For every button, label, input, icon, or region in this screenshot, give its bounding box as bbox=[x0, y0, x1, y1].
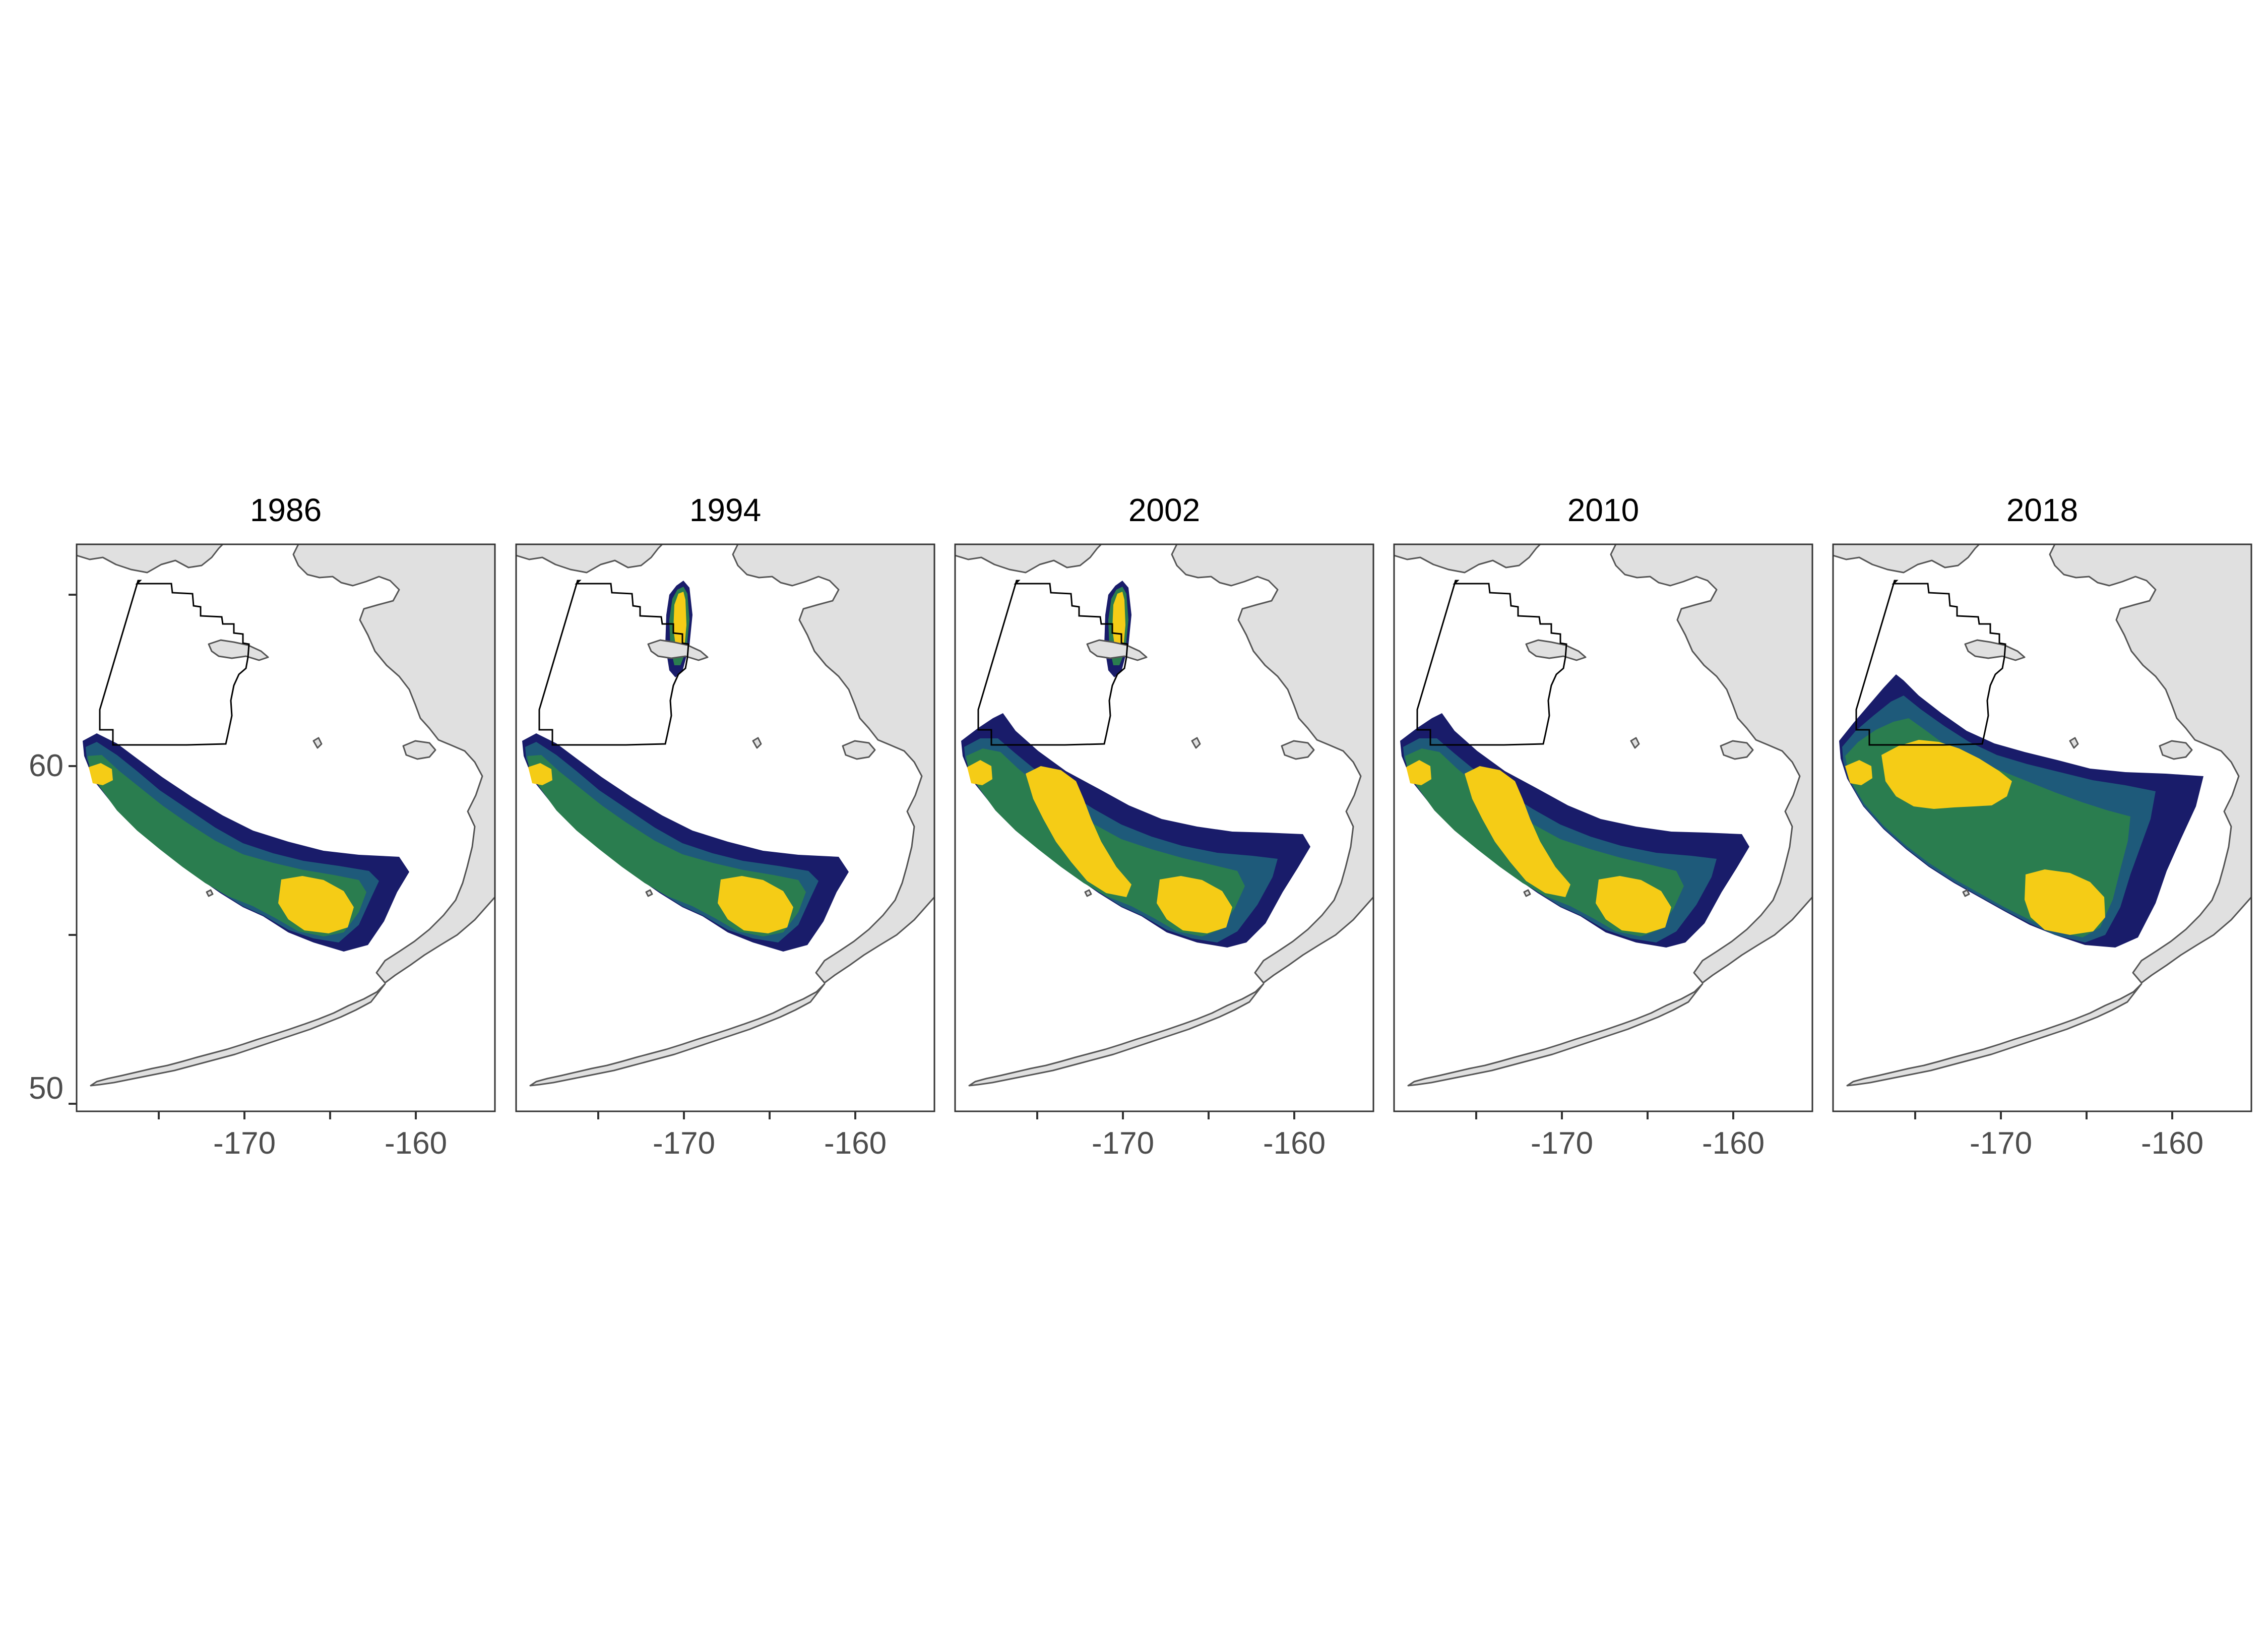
density-band-core bbox=[1406, 760, 1431, 785]
panel-2018: 2018 -170 -160 bbox=[1832, 492, 2252, 1161]
panel-frame bbox=[1832, 543, 2252, 1112]
aleutian-islands bbox=[1846, 983, 2143, 1087]
panel-2002: 2002 -170 -160 bbox=[954, 492, 1374, 1161]
density-band-core bbox=[1026, 766, 1131, 897]
density-band-core bbox=[1881, 740, 2012, 809]
st-matthew-island bbox=[1191, 737, 1201, 749]
x-tick-label: -170 bbox=[213, 1126, 276, 1161]
survey-boundary bbox=[538, 580, 689, 746]
density-band-core bbox=[89, 763, 113, 785]
st-lawrence-island bbox=[1525, 639, 1587, 661]
panel-1986: 1986 -170 -160 bbox=[76, 492, 496, 1161]
alaska-landmass bbox=[2049, 544, 2251, 984]
st-matthew-island bbox=[752, 737, 762, 749]
alaska-landmass bbox=[1610, 544, 1812, 984]
map-area bbox=[1394, 544, 1812, 1087]
x-tick-label: -170 bbox=[1092, 1126, 1154, 1161]
pribilof-islands bbox=[645, 889, 653, 897]
panel-frame bbox=[954, 543, 1374, 1112]
panel-title: 2010 bbox=[1567, 492, 1639, 528]
aleutian-islands bbox=[90, 983, 386, 1087]
aleutian-islands bbox=[968, 983, 1265, 1087]
survey-boundary bbox=[99, 580, 250, 746]
map-area bbox=[77, 544, 495, 1087]
chukotka-landmass bbox=[77, 544, 224, 574]
density-band-core bbox=[528, 763, 552, 785]
chukotka-landmass bbox=[1833, 544, 1980, 574]
survey-boundary bbox=[1855, 580, 2006, 746]
chukotka-landmass bbox=[516, 544, 663, 574]
map-area bbox=[516, 544, 934, 1087]
panel-1994: 1994 -170 -160 bbox=[515, 492, 935, 1161]
aleutian-islands bbox=[529, 983, 826, 1087]
panel-title: 2002 bbox=[1128, 492, 1200, 528]
panel-frame bbox=[515, 543, 935, 1112]
alaska-landmass bbox=[1171, 544, 1373, 984]
st-matthew-island bbox=[312, 737, 323, 749]
x-tick-label: -160 bbox=[824, 1126, 887, 1161]
panel-title: 1994 bbox=[689, 492, 761, 528]
density-band-core bbox=[1157, 876, 1232, 933]
panel-2010: 2010 -170 -160 bbox=[1393, 492, 1813, 1161]
pribilof-islands bbox=[1523, 889, 1531, 897]
map-area bbox=[955, 544, 1373, 1087]
alaska-landmass bbox=[732, 544, 934, 984]
nunivak-island bbox=[1281, 740, 1315, 760]
x-tick-label: -170 bbox=[653, 1126, 715, 1161]
density-band-core bbox=[1845, 760, 1872, 785]
y-axis: 60 50 bbox=[29, 594, 77, 1106]
x-tick-label: -160 bbox=[1263, 1126, 1326, 1161]
st-matthew-island bbox=[2069, 737, 2079, 749]
panel-title: 2018 bbox=[2006, 492, 2078, 528]
chukotka-landmass bbox=[1394, 544, 1541, 574]
x-tick-label: -160 bbox=[2141, 1126, 2203, 1161]
survey-boundary bbox=[1416, 580, 1567, 746]
st-matthew-island bbox=[1630, 737, 1640, 749]
density-band-core bbox=[1596, 876, 1671, 933]
aleutian-islands bbox=[1407, 983, 1704, 1087]
map-area bbox=[1833, 544, 2251, 1087]
panel-frame bbox=[76, 543, 496, 1112]
st-lawrence-island bbox=[1086, 639, 1148, 661]
x-tick-label: -160 bbox=[1702, 1126, 1765, 1161]
st-lawrence-island bbox=[208, 639, 269, 661]
pribilof-islands bbox=[1962, 889, 1970, 897]
alaska-landmass bbox=[292, 544, 495, 984]
nunivak-island bbox=[842, 740, 876, 760]
panel-frame bbox=[1393, 543, 1813, 1112]
y-tick-label: 60 bbox=[29, 748, 64, 783]
density-band-core bbox=[718, 876, 793, 933]
x-tick-label: -160 bbox=[385, 1126, 447, 1161]
panel-title: 1986 bbox=[250, 492, 322, 528]
density-band-core bbox=[967, 760, 992, 785]
x-tick-label: -170 bbox=[1970, 1126, 2032, 1161]
nunivak-island bbox=[402, 740, 436, 760]
y-tick-label: 50 bbox=[29, 1071, 64, 1106]
density-band-core bbox=[1465, 766, 1570, 897]
pribilof-islands bbox=[1084, 889, 1092, 897]
density-band-core bbox=[278, 876, 354, 933]
density-band-core bbox=[2025, 869, 2105, 935]
chukotka-landmass bbox=[955, 544, 1102, 574]
x-tick-label: -170 bbox=[1531, 1126, 1593, 1161]
st-lawrence-island bbox=[1964, 639, 2026, 661]
survey-boundary bbox=[977, 580, 1128, 746]
nunivak-island bbox=[1720, 740, 1754, 760]
nunivak-island bbox=[2159, 740, 2193, 760]
pribilof-islands bbox=[206, 889, 214, 897]
st-lawrence-island bbox=[647, 639, 709, 661]
